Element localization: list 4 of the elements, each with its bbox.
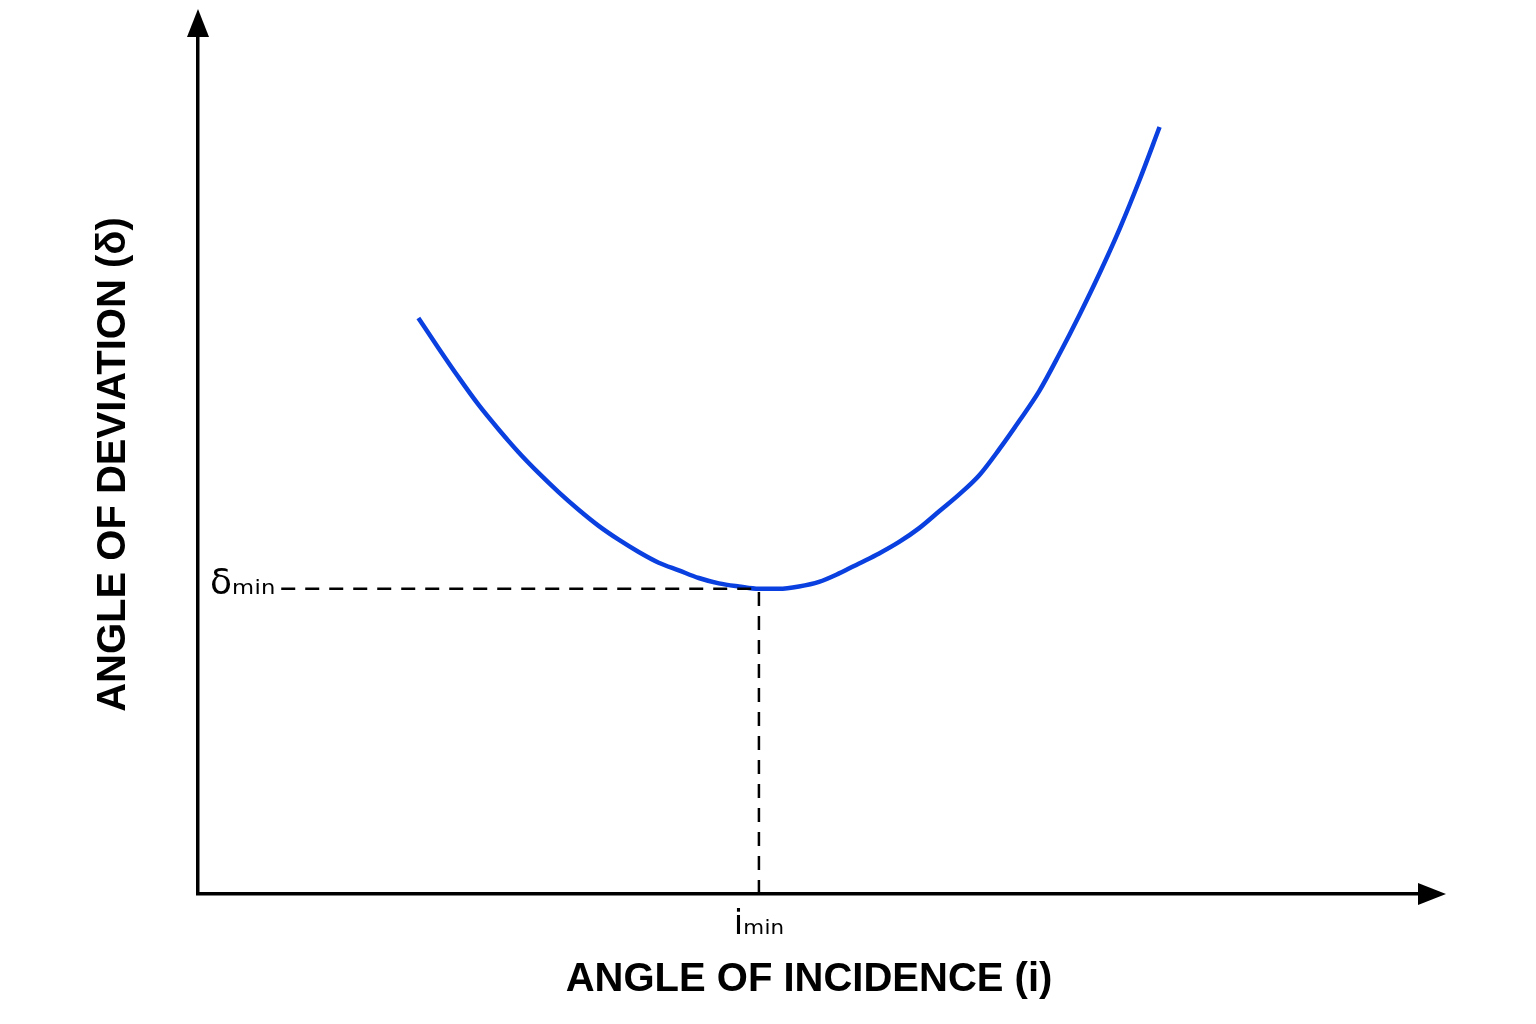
y-axis-title: ANGLE OF DEVIATION (δ) xyxy=(89,217,134,712)
text: iₘᵢₙ xyxy=(733,901,785,942)
x-axis-title: ANGLE OF INCIDENCE (i) xyxy=(565,955,1053,1000)
ref-line-label: δₘᵢₙ xyxy=(210,561,276,603)
